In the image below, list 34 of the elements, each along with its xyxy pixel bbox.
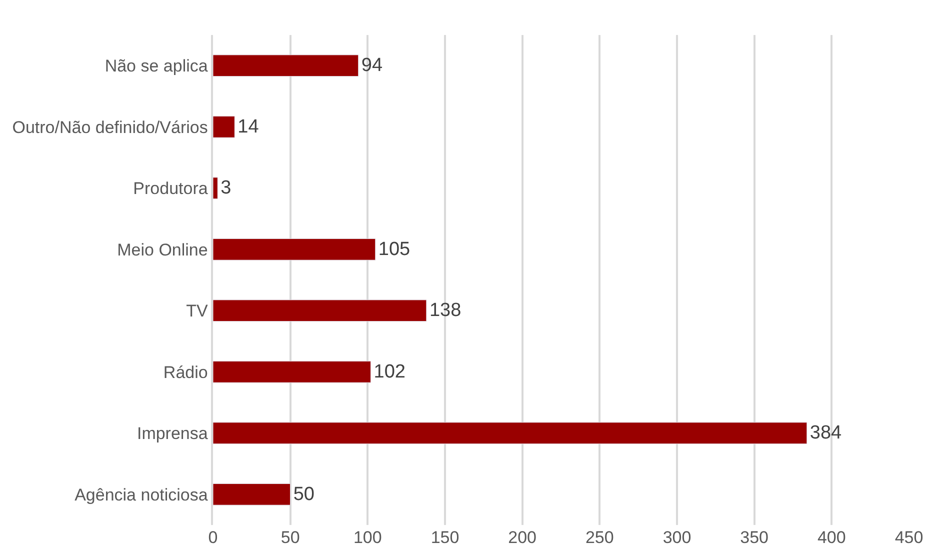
x-tick-label: 150 (430, 528, 460, 547)
bar (213, 238, 376, 260)
data-label: 50 (293, 484, 314, 505)
bar (213, 116, 235, 138)
x-tick-label: 200 (508, 528, 537, 547)
bar (213, 360, 372, 383)
y-tick-label: Não se aplica (104, 56, 208, 76)
data-label: 14 (238, 116, 260, 138)
x-tick-label: 250 (585, 528, 614, 547)
bar (213, 54, 359, 77)
y-tick-label: Rádio (163, 362, 208, 382)
data-label: 384 (810, 422, 842, 444)
bar (213, 300, 427, 322)
data-label: 102 (374, 361, 406, 382)
bar (213, 483, 291, 506)
x-tick-label: 0 (208, 528, 218, 547)
x-tick-label: 350 (740, 528, 769, 547)
y-tick-label: Meio Online (117, 240, 208, 260)
bar (213, 177, 218, 200)
y-tick-label: Produtora (133, 179, 208, 198)
y-tick-label: TV (186, 302, 208, 321)
x-tick-label: 450 (894, 528, 924, 547)
y-tick-label: Agência noticiosa (74, 485, 208, 504)
y-tick-label: Outro/Não definido/Vários (12, 118, 208, 137)
x-tick-label: 100 (353, 528, 382, 547)
x-tick-label: 50 (280, 528, 300, 547)
data-label: 138 (429, 300, 462, 322)
y-tick-label: Imprensa (136, 424, 208, 444)
data-label: 94 (361, 55, 383, 76)
bar (213, 422, 808, 444)
data-label: 105 (378, 238, 410, 260)
x-tick-label: 300 (662, 528, 692, 547)
x-tick-label: 400 (817, 528, 846, 547)
data-label: 3 (220, 178, 232, 199)
